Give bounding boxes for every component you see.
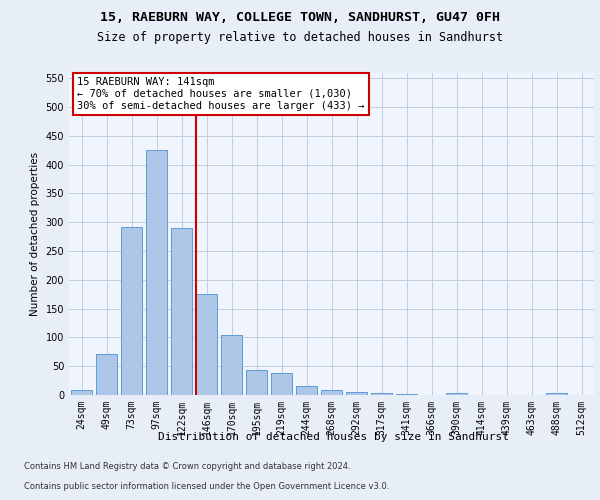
Y-axis label: Number of detached properties: Number of detached properties [30,152,40,316]
Bar [296,386,317,395]
Text: Contains public sector information licensed under the Open Government Licence v3: Contains public sector information licen… [24,482,389,491]
Text: Contains HM Land Registry data © Crown copyright and database right 2024.: Contains HM Land Registry data © Crown c… [24,462,350,471]
Bar [196,294,217,395]
Bar [271,373,292,395]
Bar [71,390,92,395]
Bar [96,354,117,395]
Text: Distribution of detached houses by size in Sandhurst: Distribution of detached houses by size … [158,432,509,442]
Bar [446,392,467,395]
Bar [371,392,392,395]
Bar [546,392,567,395]
Bar [396,394,417,395]
Bar [171,228,192,395]
Bar [346,392,367,395]
Bar [146,150,167,395]
Bar [221,334,242,395]
Text: Size of property relative to detached houses in Sandhurst: Size of property relative to detached ho… [97,31,503,44]
Bar [321,390,342,395]
Bar [121,227,142,395]
Text: 15 RAEBURN WAY: 141sqm
← 70% of detached houses are smaller (1,030)
30% of semi-: 15 RAEBURN WAY: 141sqm ← 70% of detached… [77,78,364,110]
Bar [246,370,267,395]
Text: 15, RAEBURN WAY, COLLEGE TOWN, SANDHURST, GU47 0FH: 15, RAEBURN WAY, COLLEGE TOWN, SANDHURST… [100,11,500,24]
